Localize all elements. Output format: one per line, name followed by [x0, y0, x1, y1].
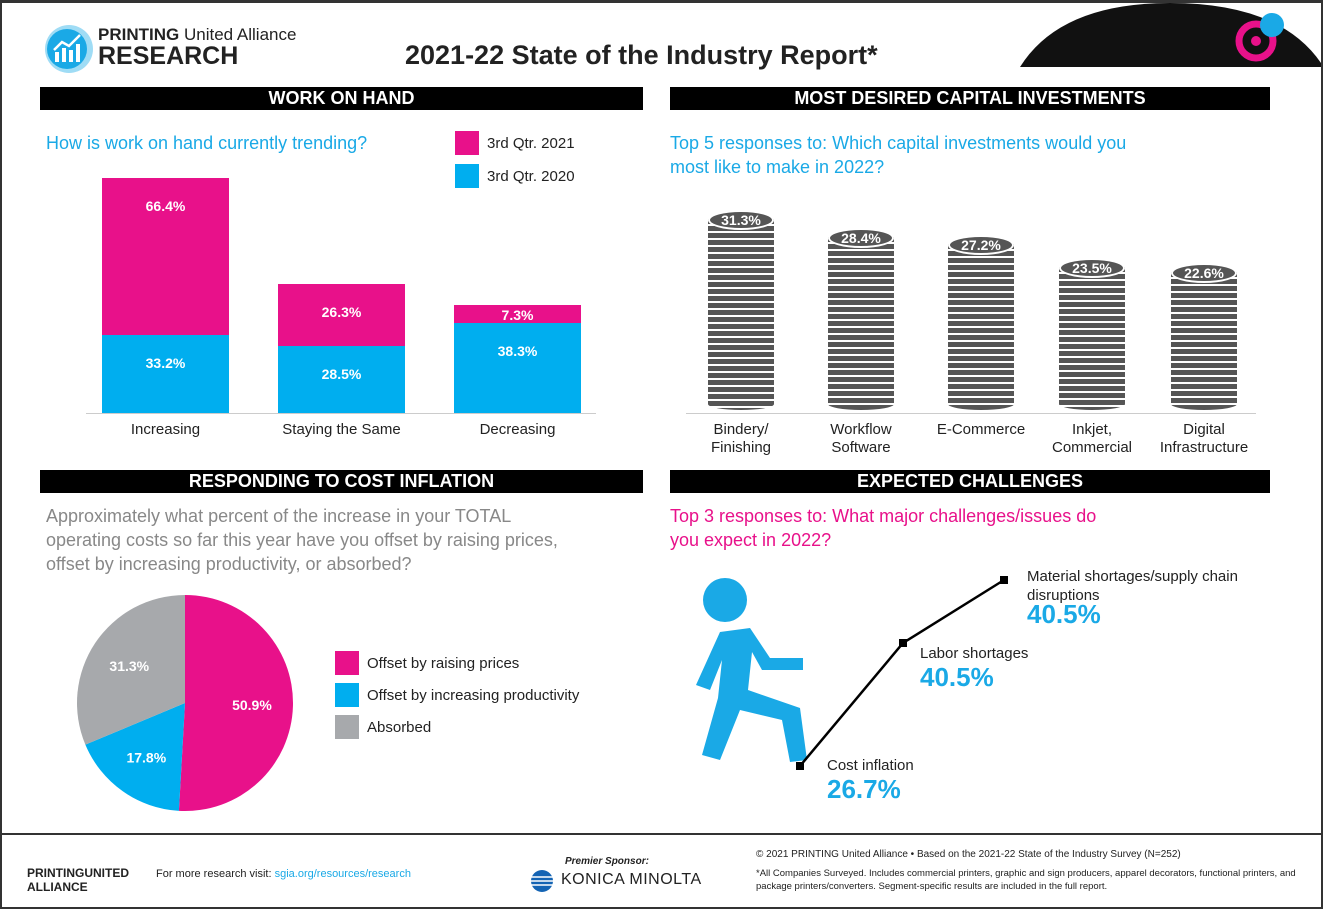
coin-stack-bar: 31.3% — [708, 210, 774, 410]
legend-swatch — [335, 651, 359, 675]
coin-stack-bar: 27.2% — [948, 235, 1014, 410]
data-label: 33.2% — [145, 354, 186, 371]
category-label: Staying the Same — [282, 421, 401, 438]
visit-text: For more research visit: sgia.org/resour… — [156, 868, 411, 880]
capital-question: Top 5 responses to: Which capital invest… — [670, 133, 1127, 177]
sponsor-label: Premier Sponsor: — [565, 856, 649, 867]
data-label: 26.3% — [321, 303, 362, 320]
category-label: Decreasing — [479, 421, 556, 438]
data-label: 28.4% — [828, 227, 894, 248]
category-label: Increasing — [130, 421, 201, 438]
research-link[interactable]: sgia.org/resources/research — [274, 868, 411, 880]
section-challenges: EXPECTED CHALLENGES — [670, 470, 1270, 493]
legend-item: Offset by increasing productivity — [335, 683, 579, 707]
category-label: Bindery/ Finishing — [710, 421, 772, 456]
page-title: 2021-22 State of the Industry Report* — [405, 40, 878, 70]
coin-stack-bar: 28.4% — [828, 227, 894, 410]
challenges-question: Top 3 responses to: What major challenge… — [670, 506, 1097, 550]
data-label: 31.3% — [708, 210, 774, 231]
bar-segment: 26.3% — [278, 283, 405, 346]
footer-divider — [2, 833, 1321, 835]
data-label: 28.5% — [321, 365, 362, 382]
printing-united-logo: PRINTINGUNITED ALLIANCE — [27, 866, 129, 894]
bar-segment: 28.5% — [278, 345, 405, 413]
data-label: 22.6% — [1171, 263, 1237, 284]
bar-segment: 66.4% — [102, 177, 229, 335]
copyright: © 2021 PRINTING United Alliance • Based … — [756, 849, 1181, 860]
legend-label: 3rd Qtr. 2020 — [487, 167, 575, 185]
section-cost-inflation: RESPONDING TO COST INFLATION — [40, 470, 643, 493]
pie-slice — [85, 703, 185, 811]
legend-item: 3rd Qtr. 2020 — [455, 164, 575, 188]
slice-label: 50.9% — [232, 697, 272, 713]
coin-stack-bar: 23.5% — [1059, 257, 1125, 410]
brand-line2: RESEARCH — [98, 42, 239, 70]
data-label: 7.3% — [501, 307, 534, 324]
bar-segment: 33.2% — [102, 334, 229, 413]
section-work-on-hand: WORK ON HAND — [40, 87, 643, 110]
pie-chart: 50.9% 17.8% 31.3% — [77, 595, 293, 811]
challenge-cost-inflation: Cost inflation 26.7% — [827, 757, 914, 804]
slice-label: 17.8% — [126, 750, 166, 766]
pie-slice — [178, 595, 293, 811]
bar-segment: 7.3% — [454, 305, 581, 324]
cost-question: Approximately what percent of the increa… — [46, 506, 558, 574]
konica-globe-icon — [531, 870, 553, 892]
x-axis-line — [86, 413, 596, 414]
challenges-line — [696, 576, 1008, 770]
research-logo-icon — [45, 25, 93, 73]
legend-swatch — [335, 683, 359, 707]
sponsor-name: KONICA MINOLTA — [561, 871, 702, 888]
legend-item: Offset by raising prices — [335, 651, 519, 675]
legend-label: Offset by raising prices — [367, 654, 520, 672]
section-capital: MOST DESIRED CAPITAL INVESTMENTS — [670, 87, 1270, 110]
legend-swatch — [455, 131, 479, 155]
bar-segment: 38.3% — [454, 322, 581, 413]
legend-item: 3rd Qtr. 2021 — [455, 131, 575, 155]
brand-line1: PRINTING United Alliance — [98, 25, 297, 44]
coin-stack-bar: 22.6% — [1171, 263, 1237, 410]
challenge-material: Material shortages/supply chain disrupti… — [1027, 568, 1238, 629]
legend-swatch — [335, 715, 359, 739]
data-label: 27.2% — [948, 235, 1014, 256]
legend-label: 3rd Qtr. 2021 — [487, 134, 575, 152]
slice-label: 31.3% — [109, 658, 149, 674]
legend-swatch — [455, 164, 479, 188]
survey-note: *All Companies Surveyed. Includes commer… — [756, 868, 1296, 892]
x-axis-line — [686, 413, 1256, 414]
pie-slice — [77, 595, 185, 745]
category-label: Inkjet, Commercial — [1051, 421, 1132, 456]
legend-item: Absorbed — [335, 715, 431, 739]
challenge-labor: Labor shortages 40.5% — [920, 645, 1029, 692]
legend-label: Absorbed — [367, 718, 432, 736]
category-label: Digital Infrastructure — [1159, 421, 1249, 456]
category-label: Workflow Software — [830, 421, 892, 456]
walking-person-icon — [696, 578, 807, 762]
work-question: How is work on hand currently trending? — [46, 133, 368, 153]
data-label: 66.4% — [145, 197, 186, 214]
data-label: 38.3% — [497, 342, 538, 359]
data-label: 23.5% — [1059, 257, 1125, 278]
corner-decoration-icon — [1020, 3, 1321, 67]
legend-label: Offset by increasing productivity — [367, 686, 580, 704]
category-label: E-Commerce — [936, 421, 1026, 438]
